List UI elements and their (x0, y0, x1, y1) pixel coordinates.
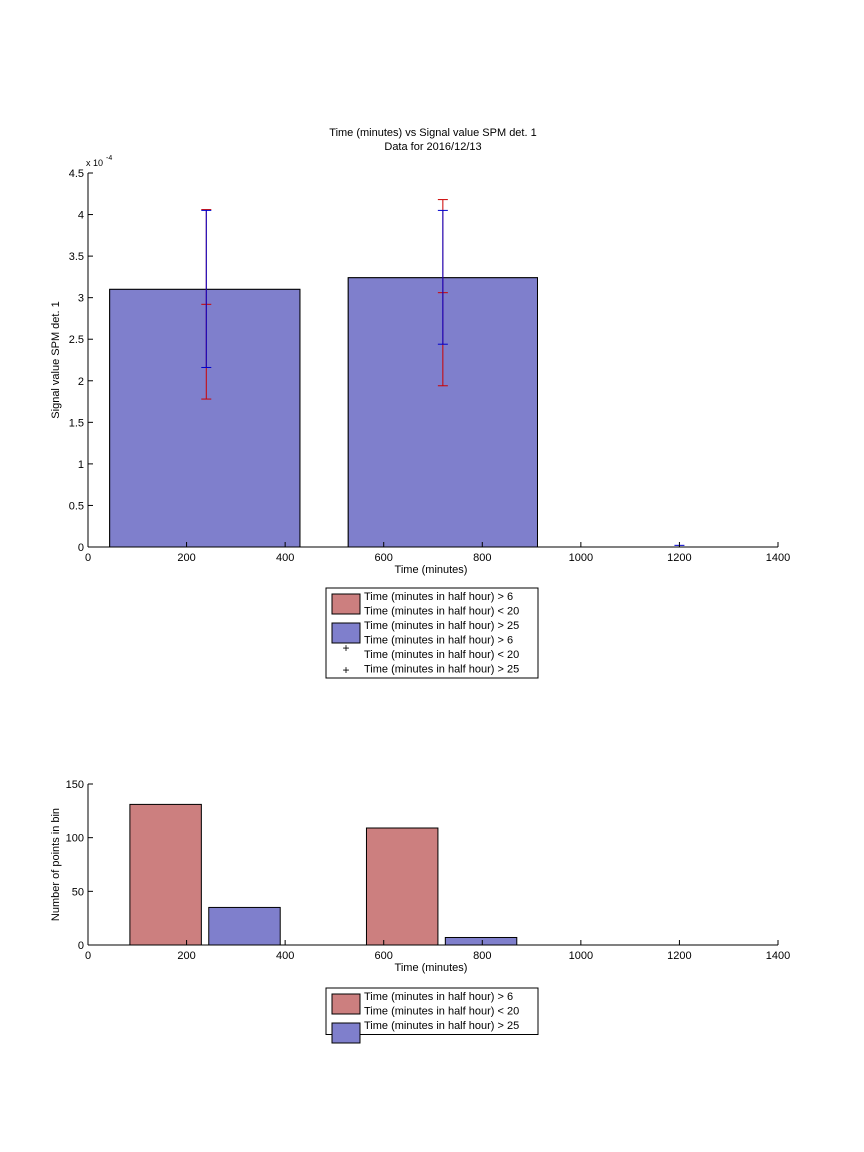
errorbar-series2-2 (437, 209, 448, 345)
y-tick-label: 2.5 (69, 334, 84, 346)
y-exponent-power: -4 (106, 155, 112, 162)
y-tick-label: 3.5 (69, 251, 84, 263)
x-tick-label: 1200 (667, 552, 691, 564)
legend-box (325, 987, 539, 1035)
legend-patch-1 (331, 993, 361, 1015)
y-tick-label: 3 (78, 293, 84, 305)
y-tick-label: 50 (72, 886, 84, 898)
legend-marker-4: + (342, 663, 349, 677)
y-tick-label: 4.5 (69, 168, 84, 180)
legend-box (325, 587, 539, 679)
x-tick-label: 400 (276, 552, 294, 564)
legend-label: Time (minutes in half hour) > 25 (364, 1020, 519, 1032)
bar-series1-1 (129, 803, 202, 946)
bar-series2-2 (444, 936, 518, 946)
y-axis-label: Signal value SPM det. 1 (50, 301, 62, 418)
legend-patch-1 (331, 593, 361, 615)
x-axis-label: Time (minutes) (395, 564, 468, 576)
legend-label: Time (minutes in half hour) < 20 (364, 649, 519, 661)
y-tick-label: 0 (78, 940, 84, 952)
x-tick-label: 1000 (569, 950, 593, 962)
y-tick-label: 100 (66, 833, 84, 845)
bar-series2-1 (109, 288, 301, 548)
legend-label: Time (minutes in half hour) > 25 (364, 664, 519, 676)
x-tick-label: 800 (473, 950, 491, 962)
y-tick-label: 150 (66, 779, 84, 791)
x-tick-label: 1200 (667, 950, 691, 962)
bar-series2-1 (208, 906, 281, 946)
legend-label: Time (minutes in half hour) > 6 (364, 991, 513, 1003)
x-tick-label: 800 (473, 552, 491, 564)
x-tick-label: 1000 (569, 552, 593, 564)
legend-label: Time (minutes in half hour) < 20 (364, 1006, 519, 1018)
y-tick-label: 1.5 (69, 417, 84, 429)
legend-label: Time (minutes in half hour) > 6 (364, 591, 513, 603)
legend-marker-3: + (342, 641, 349, 655)
chart-2: 0 200 400 600 800 1000 1200 1400 0 50 100 150 Time (… (50, 779, 790, 1044)
x-tick-label: 0 (85, 552, 91, 564)
x-tick-label: 1400 (766, 552, 790, 564)
errorbar-series2-1 (201, 209, 212, 368)
legend-label: Time (minutes in half hour) > 6 (364, 635, 513, 647)
x-tick-label: 200 (177, 552, 195, 564)
legend: Time (minutes in half hour) > 6 Time (min… (325, 987, 539, 1044)
x-tick-label: 200 (177, 950, 195, 962)
legend-label: Time (minutes in half hour) > 25 (364, 620, 519, 632)
x-tick-label: 1400 (766, 950, 790, 962)
x-tick-label: 0 (85, 950, 91, 962)
y-tick-label: 1 (78, 459, 84, 471)
bar-series1-2 (365, 827, 439, 946)
y-tick-label: 2 (78, 376, 84, 388)
x-tick-label: 600 (375, 950, 393, 962)
y-exponent-base: x 10 (86, 158, 103, 168)
legend-label: Time (minutes in half hour) < 20 (364, 606, 519, 618)
y-tick-label: 0 (78, 542, 84, 554)
y-axis-label: Number of points in bin (50, 808, 62, 921)
chart-1: Time (minutes) vs Signal value SPM det. … (50, 127, 790, 679)
x-tick-label: 600 (375, 552, 393, 564)
x-axis-label: Time (minutes) (395, 962, 468, 974)
y-tick-label: 0.5 (69, 500, 84, 512)
legend-patch-2 (331, 1022, 361, 1044)
x-tick-label: 400 (276, 950, 294, 962)
legend-patch-2 (331, 622, 361, 644)
y-tick-label: 4 (78, 210, 84, 222)
chart-subtitle: Data for 2016/12/13 (384, 141, 481, 153)
legend: Time (minutes in half hour) > 6 Time (min… (325, 587, 539, 679)
chart-title: Time (minutes) vs Signal value SPM det. … (329, 127, 536, 139)
